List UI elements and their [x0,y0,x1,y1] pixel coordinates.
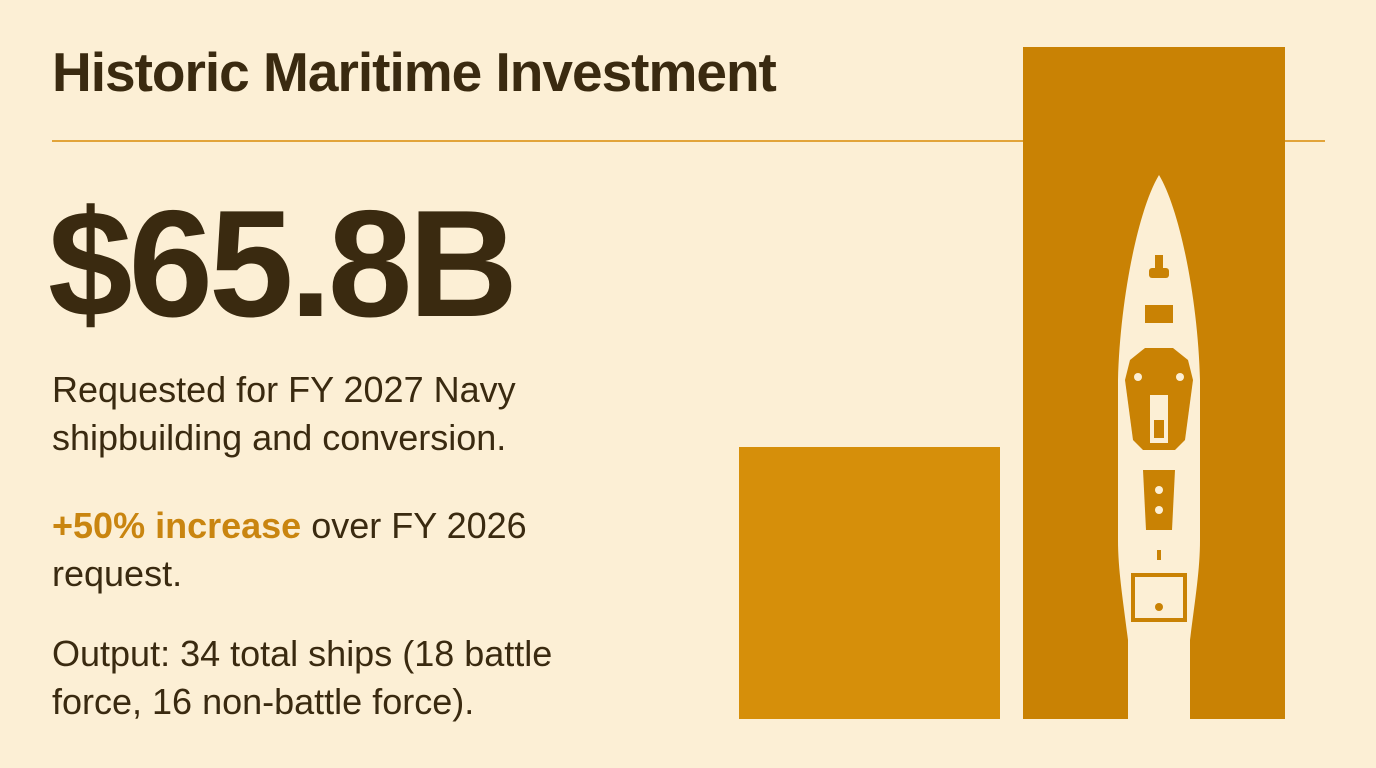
paragraph-text: over FY 2026 request. [52,505,527,594]
highlight: +50% increase [52,505,302,546]
short-bar [739,447,1000,719]
paragraph: +50% increase over FY 2026 request. [52,502,652,598]
ship [1118,175,1200,719]
headline-figure: $65.8B [48,179,518,349]
paragraph: Output: 34 total ships (18 battle force,… [52,633,553,722]
title: Historic Maritime Investment [52,41,777,103]
paragraph: Requested for FY 2027 Navy shipbuilding … [52,369,516,458]
